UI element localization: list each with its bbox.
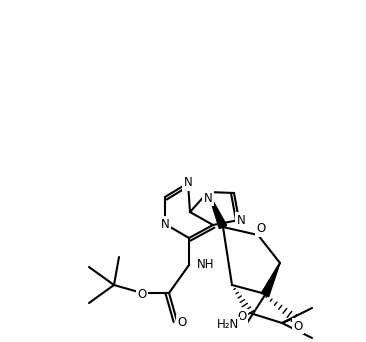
Text: O: O [238,311,247,324]
Text: N: N [161,218,169,231]
Text: N: N [237,213,245,226]
Text: NH: NH [197,259,214,272]
Text: O: O [294,319,303,332]
Text: H₂N: H₂N [217,318,239,331]
Text: N: N [203,192,212,205]
Polygon shape [208,192,227,228]
Text: O: O [178,316,187,329]
Text: O: O [256,223,266,236]
Text: O: O [137,289,147,302]
Text: N: N [184,176,193,189]
Polygon shape [261,263,280,297]
